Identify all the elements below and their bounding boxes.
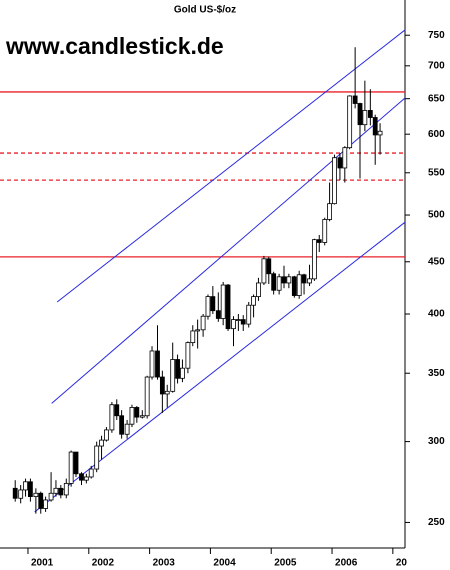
candle-body [88,468,94,478]
candle-body [23,481,28,491]
y-tick-label: 700 [428,60,445,71]
candle-body [104,429,109,441]
candle-body [276,276,282,291]
y-tick-label: 500 [428,210,445,221]
trend-line [56,29,406,303]
candle-body [291,276,297,296]
candle-body [301,274,307,284]
candle-body [281,276,287,284]
candle-body [256,282,261,298]
candle-body [159,376,165,395]
candle-body [180,367,185,379]
candle-body [164,390,170,395]
y-tick-label: 600 [428,129,445,140]
trend-line [34,221,406,513]
candle-body [362,110,368,126]
candle-body [175,359,180,379]
candle-body [190,330,196,344]
candle-body [94,445,100,470]
candle-body [215,310,221,319]
candle-body [134,407,140,418]
watermark: www.candlestick.de [5,33,224,59]
candle-body [68,451,74,484]
candle-body [337,157,343,169]
candle-body [377,130,383,136]
x-tick-label: 2001 [31,558,54,569]
candle-body [342,147,348,169]
candle-body [144,376,150,417]
candle-body [109,404,115,431]
candle-body [79,473,84,481]
candle-body [367,110,373,118]
candle-body [316,239,322,243]
y-tick-label: 400 [428,309,445,320]
y-tick-label: 450 [428,256,445,267]
candle-body [210,296,216,312]
candle-body [48,492,54,501]
candle-body [155,350,160,378]
candle-body [225,284,231,330]
candle-body [200,315,206,331]
candle-body [286,276,292,284]
candle-body [357,103,363,126]
candle-body [18,489,24,499]
candle-body [352,95,358,104]
candle-body [246,304,252,325]
candle-body [240,319,246,325]
y-tick-label: 650 [428,93,445,104]
candle-body [332,157,337,205]
candle-body [12,487,18,499]
candle-body [63,483,69,496]
x-tick-label: 2006 [335,558,358,569]
x-tick-label: 2004 [213,558,236,569]
candle-body [170,359,176,392]
y-tick-label: 750 [428,30,445,41]
candle-body [261,258,267,284]
candle-body [251,296,256,306]
chart-title: Gold US-$/oz [174,5,236,16]
candle-body [124,423,130,435]
candle-body [372,117,378,136]
candle-body [149,350,155,378]
candle-body [327,203,332,220]
x-tick-label: 2002 [92,558,115,569]
x-tick-label: 20 [396,558,408,569]
candle-body [296,274,302,296]
x-tick-label: 2003 [153,558,176,569]
candle-body [231,319,236,330]
candle-body [119,415,125,435]
candle-body [43,499,49,509]
candle-body [307,278,312,284]
y-tick-label: 250 [428,517,445,528]
candle-body [220,284,226,319]
x-tick-label: 2005 [274,558,297,569]
y-tick-label: 300 [428,436,445,447]
candle-body [28,481,33,498]
candle-body [311,239,317,280]
candle-body [235,319,241,321]
y-tick-label: 350 [428,368,445,379]
candle-body [83,476,89,481]
candle-body [322,219,328,243]
candle-body [58,487,64,496]
candle-body [33,492,39,498]
candle-body [73,451,79,475]
candle-body [129,407,135,425]
candle-body [185,342,191,369]
candle-body [99,439,104,447]
candle-body [205,296,211,317]
candle-body [195,329,201,332]
candle-body [139,415,145,418]
candle-body [38,492,44,509]
candle-body [266,258,272,275]
y-tick-label: 550 [428,167,445,178]
candle-body [114,404,120,417]
candle-body [347,95,353,149]
candle-body [53,487,59,494]
candle-body [271,273,277,291]
